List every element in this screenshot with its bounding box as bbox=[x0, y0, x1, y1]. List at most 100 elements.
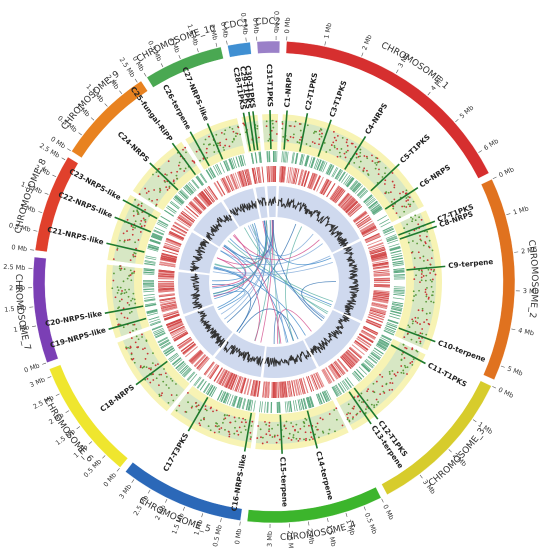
scatter-point bbox=[148, 215, 150, 217]
scatter-point bbox=[224, 129, 226, 131]
tick-mark bbox=[45, 193, 49, 194]
scatter-point bbox=[282, 123, 284, 125]
tick-label: 0.5 Mb bbox=[211, 524, 224, 547]
cluster-label: C17-T3PKS bbox=[161, 431, 190, 473]
scatter-point bbox=[418, 290, 420, 292]
scatter-point bbox=[152, 352, 154, 354]
scatter-point bbox=[131, 359, 133, 361]
green-bar bbox=[393, 265, 404, 266]
scatter-point bbox=[310, 432, 312, 434]
scatter-point bbox=[281, 121, 283, 123]
scatter-point bbox=[166, 376, 168, 378]
scatter-point bbox=[379, 393, 381, 395]
tick-mark bbox=[119, 91, 122, 94]
scatter-point bbox=[336, 419, 338, 421]
tick-mark bbox=[148, 490, 150, 493]
scatter-point bbox=[432, 279, 434, 281]
scatter-point bbox=[392, 172, 394, 174]
scatter-point bbox=[219, 144, 221, 146]
scatter-point bbox=[158, 384, 160, 386]
scatter-point bbox=[422, 308, 424, 310]
tick-mark bbox=[135, 79, 137, 82]
scatter-point bbox=[428, 324, 430, 326]
scatter-point bbox=[366, 157, 368, 159]
scatter-point bbox=[374, 162, 376, 164]
scatter-point bbox=[128, 275, 130, 277]
scatter-point bbox=[133, 271, 135, 273]
scatter-point bbox=[376, 162, 378, 164]
scatter-point bbox=[208, 136, 210, 138]
scatter-point bbox=[145, 221, 147, 223]
scatter-point bbox=[358, 400, 360, 402]
scatter-point bbox=[420, 332, 422, 334]
red-bar bbox=[158, 286, 174, 287]
tick-label: 3 Mb bbox=[266, 531, 274, 547]
green-bar bbox=[194, 377, 201, 386]
scatter-point bbox=[244, 419, 246, 421]
scatter-point bbox=[183, 170, 185, 172]
scatter-point bbox=[212, 410, 214, 412]
scatter-point bbox=[389, 373, 391, 375]
scatter-point bbox=[312, 438, 314, 440]
scatter-point bbox=[309, 145, 311, 147]
scatter-point bbox=[229, 433, 231, 435]
scatter-point bbox=[159, 395, 161, 397]
scatter-point bbox=[315, 426, 317, 428]
scatter-point bbox=[349, 413, 351, 415]
green-bar bbox=[201, 173, 207, 182]
cluster-label: C9-terpene bbox=[448, 257, 494, 270]
scatter-point bbox=[195, 406, 197, 408]
cluster-label: C24-NRPS bbox=[116, 129, 151, 163]
scatter-point bbox=[307, 124, 309, 126]
scatter-point bbox=[127, 347, 129, 349]
scatter-point bbox=[392, 382, 394, 384]
scatter-point bbox=[164, 173, 166, 175]
green-bar bbox=[196, 177, 203, 186]
scatter-point bbox=[303, 439, 305, 441]
scatter-point bbox=[421, 273, 423, 275]
scatter-point bbox=[411, 361, 413, 363]
tick-mark bbox=[197, 48, 198, 52]
scatter-point bbox=[393, 187, 395, 189]
green-bar bbox=[282, 151, 283, 162]
scatter-point bbox=[322, 431, 324, 433]
scatter-point bbox=[407, 366, 409, 368]
scatter-point bbox=[219, 428, 221, 430]
scatter-point bbox=[422, 310, 424, 312]
red-bar bbox=[278, 382, 279, 398]
scatter-point bbox=[366, 170, 368, 172]
scatter-point bbox=[412, 240, 414, 242]
scatter-point bbox=[299, 123, 301, 125]
scatter-point bbox=[339, 156, 341, 158]
scatter-point bbox=[143, 218, 145, 220]
scatter-point bbox=[420, 342, 422, 344]
scatter-point bbox=[145, 358, 147, 360]
scatter-point bbox=[433, 270, 435, 272]
scatter-point bbox=[409, 196, 411, 198]
green-bar bbox=[172, 357, 181, 364]
scatter-point bbox=[150, 369, 152, 371]
tick-label: 0 Mb bbox=[283, 17, 292, 33]
green-bar bbox=[377, 215, 386, 221]
scatter-point bbox=[408, 203, 410, 205]
scatter-point bbox=[405, 197, 407, 199]
scatter-point bbox=[289, 125, 291, 127]
tick-mark bbox=[493, 177, 497, 179]
scatter-point bbox=[160, 374, 162, 376]
scatter-point bbox=[348, 403, 350, 405]
scatter-point bbox=[355, 146, 357, 148]
scatter-point bbox=[384, 179, 386, 181]
cluster-label: C21-NRPS-like bbox=[46, 225, 104, 247]
scatter-point bbox=[165, 384, 167, 386]
scatter-point bbox=[223, 133, 225, 135]
scatter-point bbox=[339, 152, 341, 154]
scatter-point bbox=[133, 210, 135, 212]
scatter-point bbox=[249, 432, 251, 434]
scatter-point bbox=[171, 394, 173, 396]
scatter-point bbox=[113, 258, 115, 260]
scatter-point bbox=[213, 144, 215, 146]
green-bar bbox=[390, 313, 401, 316]
scatter-point bbox=[333, 131, 335, 133]
tick-label: 0 Mb bbox=[233, 528, 243, 545]
scatter-point bbox=[419, 323, 421, 325]
